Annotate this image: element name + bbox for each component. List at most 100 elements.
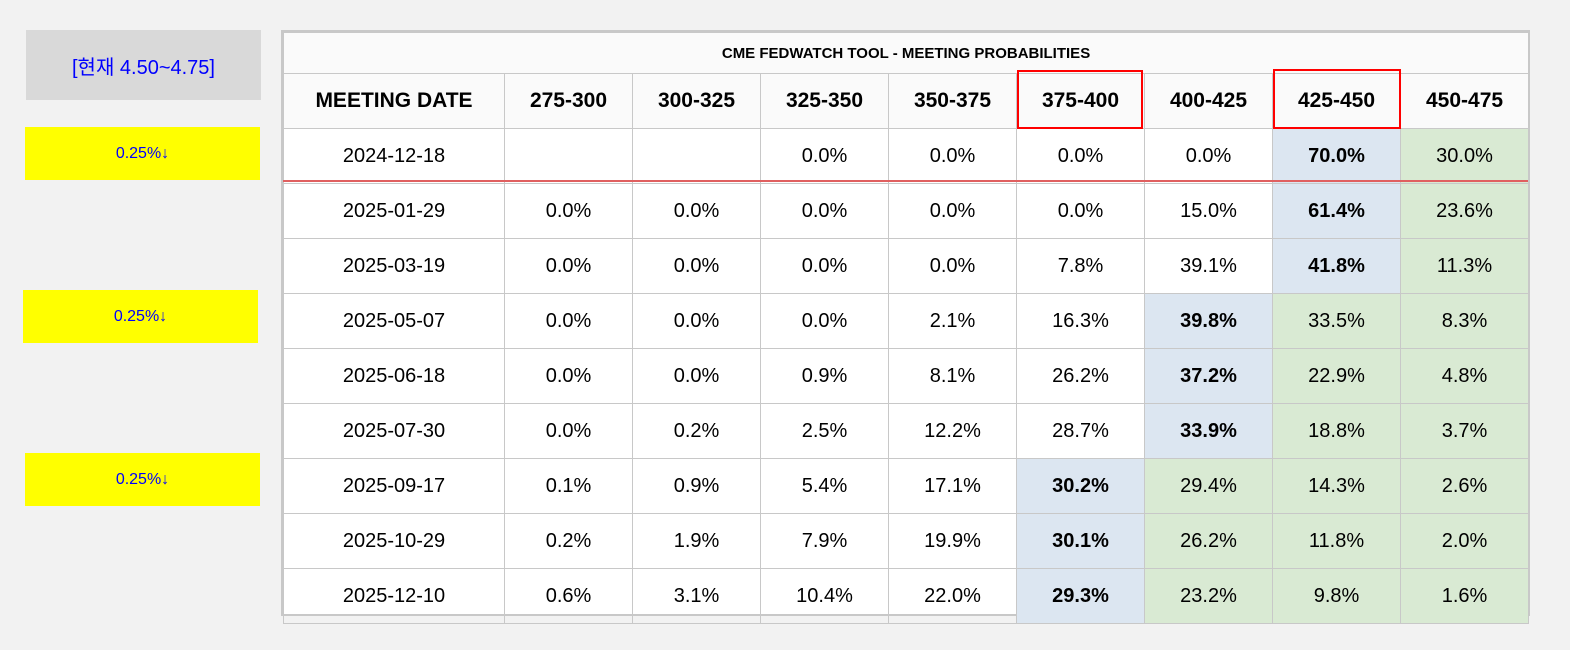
- probability-cell: 0.0%: [1144, 128, 1273, 184]
- probability-cell: 2.5%: [760, 403, 889, 459]
- probability-cell: 0.0%: [504, 403, 633, 459]
- header-rate-range: 425-450: [1272, 73, 1401, 129]
- probability-cell: 0.0%: [504, 183, 633, 239]
- probability-cell: 0.2%: [504, 513, 633, 569]
- probability-cell: 0.0%: [760, 293, 889, 349]
- table-header-row: MEETING DATE 275-300 300-325 325-350 350-375…: [283, 73, 1530, 129]
- table-title: CME FEDWATCH TOOL - MEETING PROBABILITIE…: [282, 32, 1530, 74]
- probability-cell: 0.0%: [888, 183, 1017, 239]
- table-row: 2025-09-17 0.1% 0.9% 5.4% 17.1% 30.2% 29.4% 14.…: [283, 458, 1530, 514]
- table-row: 2025-05-07 0.0% 0.0% 0.0% 2.1% 16.3% 39.8% 33.5…: [283, 293, 1530, 349]
- header-meeting-date: MEETING DATE: [283, 73, 505, 129]
- meeting-date-cell: 2025-07-30: [283, 403, 505, 459]
- header-rate-range: 450-475: [1399, 73, 1530, 129]
- probability-cell: 0.0%: [632, 183, 761, 239]
- probability-cell: [504, 128, 633, 184]
- header-rate-range: 400-425: [1144, 73, 1273, 129]
- probability-cell: 0.0%: [888, 128, 1017, 184]
- probability-cell: 30.2%: [1016, 458, 1145, 514]
- probability-cell: 7.9%: [760, 513, 889, 569]
- meeting-date-cell: 2025-06-18: [283, 348, 505, 404]
- probability-cell: 29.4%: [1144, 458, 1273, 514]
- probability-cell: 23.2%: [1144, 568, 1273, 624]
- divider-line: [283, 180, 1528, 182]
- probability-cell: 0.9%: [632, 458, 761, 514]
- probability-cell: 5.4%: [760, 458, 889, 514]
- probability-cell: 22.0%: [888, 568, 1017, 624]
- header-rate-range: 350-375: [888, 73, 1017, 129]
- table-row: 2025-10-29 0.2% 1.9% 7.9% 19.9% 30.1% 26.2% 11.…: [283, 513, 1530, 569]
- probability-cell: 0.0%: [1016, 128, 1145, 184]
- probability-cell: 10.4%: [760, 568, 889, 624]
- probability-cell: 0.0%: [504, 238, 633, 294]
- probability-cell: 1.9%: [632, 513, 761, 569]
- probability-cell: 26.2%: [1144, 513, 1273, 569]
- header-rate-range: 275-300: [504, 73, 633, 129]
- probability-cell: 19.9%: [888, 513, 1017, 569]
- probabilities-table: CME FEDWATCH TOOL - MEETING PROBABILITIE…: [281, 30, 1530, 624]
- rate-cut-label: 0.25%↓: [25, 453, 260, 506]
- table-row: 2024-12-18 0.0% 0.0% 0.0% 0.0% 70.0% 30.0%: [283, 128, 1530, 184]
- header-rate-range: 300-325: [632, 73, 761, 129]
- probability-cell: 41.8%: [1272, 238, 1401, 294]
- probability-cell: 14.3%: [1272, 458, 1401, 514]
- probability-cell: 29.3%: [1016, 568, 1145, 624]
- header-rate-range: 325-350: [760, 73, 889, 129]
- probability-cell: 37.2%: [1144, 348, 1273, 404]
- probability-cell: 2.1%: [888, 293, 1017, 349]
- probability-cell: 0.2%: [632, 403, 761, 459]
- header-rate-range: 375-400: [1016, 73, 1145, 129]
- probability-cell: 3.1%: [632, 568, 761, 624]
- probability-cell: 8.1%: [888, 348, 1017, 404]
- probability-cell: 2.0%: [1399, 513, 1530, 569]
- current-rate-label: [현재 4.50~4.75]: [26, 30, 261, 100]
- rate-cut-label: 0.25%↓: [25, 127, 260, 180]
- meeting-date-cell: 2025-12-10: [283, 568, 505, 624]
- probability-cell: 26.2%: [1016, 348, 1145, 404]
- probability-cell: 16.3%: [1016, 293, 1145, 349]
- probability-cell: 0.0%: [632, 348, 761, 404]
- probability-cell: 70.0%: [1272, 128, 1401, 184]
- probability-cell: 30.1%: [1016, 513, 1145, 569]
- probability-cell: 33.9%: [1144, 403, 1273, 459]
- meeting-date-cell: 2025-03-19: [283, 238, 505, 294]
- table-row: 2025-06-18 0.0% 0.0% 0.9% 8.1% 26.2% 37.2% 22.9…: [283, 348, 1530, 404]
- table-row: 2025-07-30 0.0% 0.2% 2.5% 12.2% 28.7% 33.9% 18.…: [283, 403, 1530, 459]
- probability-cell: 0.0%: [504, 348, 633, 404]
- probability-cell: 0.0%: [760, 183, 889, 239]
- meeting-date-cell: 2025-01-29: [283, 183, 505, 239]
- probability-cell: 1.6%: [1399, 568, 1530, 624]
- probability-cell: 2.6%: [1399, 458, 1530, 514]
- probability-cell: 61.4%: [1272, 183, 1401, 239]
- probability-cell: 0.0%: [632, 293, 761, 349]
- probability-cell: 15.0%: [1144, 183, 1273, 239]
- probability-cell: 4.8%: [1399, 348, 1530, 404]
- probability-cell: 39.8%: [1144, 293, 1273, 349]
- probability-cell: 12.2%: [888, 403, 1017, 459]
- probability-cell: 0.0%: [1016, 183, 1145, 239]
- probability-cell: 0.1%: [504, 458, 633, 514]
- meeting-date-cell: 2025-10-29: [283, 513, 505, 569]
- probability-cell: 11.8%: [1272, 513, 1401, 569]
- probability-cell: 28.7%: [1016, 403, 1145, 459]
- probability-cell: 18.8%: [1272, 403, 1401, 459]
- probability-cell: 0.0%: [760, 238, 889, 294]
- probability-cell: 0.0%: [504, 293, 633, 349]
- probability-cell: 17.1%: [888, 458, 1017, 514]
- table-row: 2025-01-29 0.0% 0.0% 0.0% 0.0% 0.0% 15.0% 61.4%…: [283, 183, 1530, 239]
- probability-cell: 0.9%: [760, 348, 889, 404]
- table-row: 2025-12-10 0.6% 3.1% 10.4% 22.0% 29.3% 23.2% 9.…: [283, 568, 1530, 624]
- rate-cut-label: 0.25%↓: [23, 290, 258, 343]
- probability-cell: 8.3%: [1399, 293, 1530, 349]
- probability-cell: 7.8%: [1016, 238, 1145, 294]
- probability-cell: 9.8%: [1272, 568, 1401, 624]
- probability-cell: 33.5%: [1272, 293, 1401, 349]
- meeting-date-cell: 2024-12-18: [283, 128, 505, 184]
- probability-cell: 23.6%: [1399, 183, 1530, 239]
- probability-cell: 22.9%: [1272, 348, 1401, 404]
- meeting-date-cell: 2025-09-17: [283, 458, 505, 514]
- probability-cell: 39.1%: [1144, 238, 1273, 294]
- probability-cell: 0.0%: [888, 238, 1017, 294]
- meeting-date-cell: 2025-05-07: [283, 293, 505, 349]
- probability-cell: 0.6%: [504, 568, 633, 624]
